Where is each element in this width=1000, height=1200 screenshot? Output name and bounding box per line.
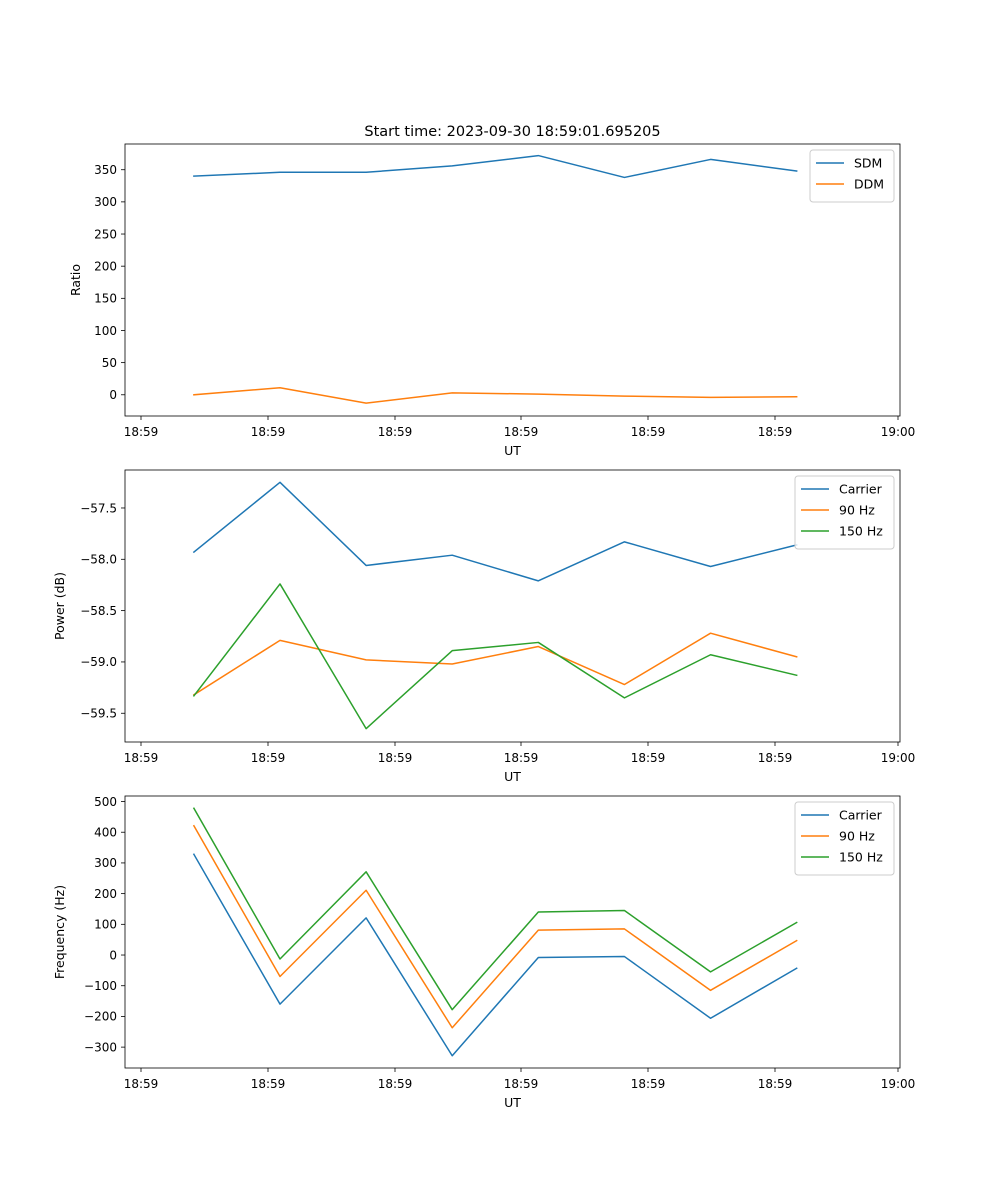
panel-2: 18:59 18:59 18:59 18:59 18:59 18:59 19:00 −59.5… [52, 469, 916, 784]
y-tick-label: 500 [94, 795, 117, 809]
y-tick-label: −59.5 [80, 707, 117, 721]
panels: 18:59 18:59 18:59 18:59 18:59 18:59 19:00 0 50 10… [52, 143, 916, 1110]
y-tick-label: 150 [94, 292, 117, 306]
legend-label: SDM [854, 156, 882, 171]
y-axis-label: Ratio [68, 264, 83, 296]
panel-3: 18:59 18:59 18:59 18:59 18:59 18:59 19:00 −300 −… [52, 795, 915, 1110]
legend-label: 90 Hz [839, 503, 875, 518]
x-tick-label: 18:59 [504, 425, 539, 439]
legend-label: 90 Hz [839, 829, 875, 844]
x-tick-label: 18:59 [758, 1077, 793, 1091]
y-tick-label: 250 [94, 227, 117, 241]
x-tick-label: 18:59 [378, 1077, 413, 1091]
y-tick-label: 100 [94, 918, 117, 932]
x-axis-label: UT [504, 443, 521, 458]
y-tick-label: −58.0 [80, 553, 117, 567]
y-tick-label: 350 [94, 163, 117, 177]
legend: SDM DDM [809, 149, 895, 203]
axes-frame [124, 795, 901, 1069]
y-tick-label: 200 [94, 259, 117, 273]
y-tick-label: 300 [94, 856, 117, 870]
axes-frame [124, 143, 901, 417]
x-tick-label: 18:59 [758, 751, 793, 765]
x-tick-label: 18:59 [251, 751, 286, 765]
y-tick-label: 300 [94, 195, 117, 209]
x-tick-label: 18:59 [504, 751, 539, 765]
y-tick-label: 400 [94, 826, 117, 840]
y-tick-label: −300 [84, 1040, 117, 1054]
x-tick-label: 18:59 [378, 425, 413, 439]
x-tick-label: 19:00 [881, 425, 916, 439]
series-line-90-hz [192, 632, 798, 696]
x-tick-label: 18:59 [631, 425, 666, 439]
series-line-carrier [192, 853, 798, 1057]
legend: Carrier 90 Hz 150 Hz [794, 801, 895, 876]
series-line-carrier [192, 481, 798, 582]
x-tick-label: 18:59 [378, 751, 413, 765]
x-tick-label: 18:59 [251, 425, 286, 439]
x-tick-label: 18:59 [758, 425, 793, 439]
panel-1: 18:59 18:59 18:59 18:59 18:59 18:59 19:00 0 50 10… [68, 143, 916, 458]
legend-label: 150 Hz [839, 524, 883, 539]
legend-label: 150 Hz [839, 850, 883, 865]
figure-title: Start time: 2023-09-30 18:59:01.695205 [364, 124, 660, 140]
x-tick-label: 18:59 [504, 1077, 539, 1091]
axes-frame [124, 469, 901, 743]
y-tick-label: 200 [94, 887, 117, 901]
x-tick-label: 18:59 [631, 1077, 666, 1091]
legend-label: Carrier [839, 808, 883, 823]
x-tick-label: 18:59 [124, 1077, 159, 1091]
y-tick-label: 0 [109, 388, 117, 402]
y-tick-label: 0 [109, 948, 117, 962]
x-tick-label: 18:59 [251, 1077, 286, 1091]
legend: Carrier 90 Hz 150 Hz [794, 475, 895, 550]
x-tick-label: 18:59 [124, 751, 159, 765]
x-tick-label: 18:59 [124, 425, 159, 439]
y-tick-label: 50 [102, 356, 117, 370]
series-line-sdm [193, 154, 798, 179]
series-line-150-hz [192, 807, 798, 1011]
y-tick-label: −57.5 [80, 501, 117, 515]
series-line-90-hz [192, 824, 798, 1029]
y-tick-label: −58.5 [80, 604, 117, 618]
series-line-ddm [193, 386, 798, 404]
series-line-150-hz [192, 583, 798, 730]
y-tick-label: −100 [84, 979, 117, 993]
x-tick-label: 19:00 [881, 751, 916, 765]
x-tick-label: 18:59 [631, 751, 666, 765]
y-axis-label: Frequency (Hz) [52, 885, 67, 979]
x-axis-label: UT [504, 769, 521, 784]
legend-label: DDM [854, 177, 884, 192]
x-tick-label: 19:00 [881, 1077, 916, 1091]
y-tick-label: 100 [94, 324, 117, 338]
y-axis-label: Power (dB) [52, 572, 67, 640]
x-axis-label: UT [504, 1095, 521, 1110]
y-tick-label: −200 [84, 1010, 117, 1024]
y-tick-label: −59.0 [80, 655, 117, 669]
legend-label: Carrier [839, 482, 883, 497]
